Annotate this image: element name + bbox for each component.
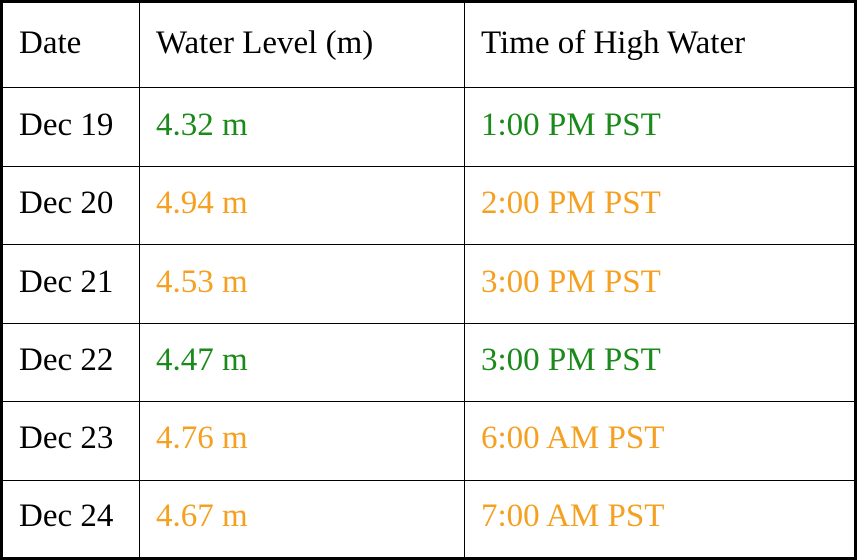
header-cell: Water Level (m) — [139, 0, 465, 89]
level-cell: 4.94 m — [139, 165, 465, 246]
time-cell: 6:00 AM PST — [464, 401, 856, 481]
table-row: Dec 22 4.47 m 3:00 PM PST — [1, 322, 856, 403]
table-row: Dec 23 4.76 m 6:00 AM PST — [1, 401, 856, 481]
level-cell: 4.76 m — [139, 401, 465, 481]
table-row: Dec 20 4.94 m 2:00 PM PST — [1, 165, 856, 246]
date-cell: Dec 19 — [1, 87, 140, 167]
table-row: Dec 24 4.67 m 7:00 AM PST — [1, 479, 856, 560]
date-cell: Dec 24 — [1, 479, 140, 560]
table-row: Dec 19 4.32 m 1:00 PM PST — [1, 87, 856, 167]
level-cell: 4.67 m — [139, 479, 465, 560]
header-row: Date Water Level (m) Time of High Water — [1, 0, 856, 89]
date-cell: Dec 21 — [1, 244, 140, 324]
time-cell: 7:00 AM PST — [464, 479, 856, 560]
date-cell: Dec 20 — [1, 165, 140, 246]
time-cell: 1:00 PM PST — [464, 87, 856, 167]
header-cell: Time of High Water — [464, 0, 856, 89]
level-cell: 4.53 m — [139, 244, 465, 324]
time-cell: 3:00 PM PST — [464, 322, 856, 403]
level-cell: 4.32 m — [139, 87, 465, 167]
header-cell: Date — [1, 0, 140, 89]
level-cell: 4.47 m — [139, 322, 465, 403]
date-cell: Dec 22 — [1, 322, 140, 403]
time-cell: 2:00 PM PST — [464, 165, 856, 246]
table-row: Dec 21 4.53 m 3:00 PM PST — [1, 244, 856, 324]
time-cell: 3:00 PM PST — [464, 244, 856, 324]
date-cell: Dec 23 — [1, 401, 140, 481]
